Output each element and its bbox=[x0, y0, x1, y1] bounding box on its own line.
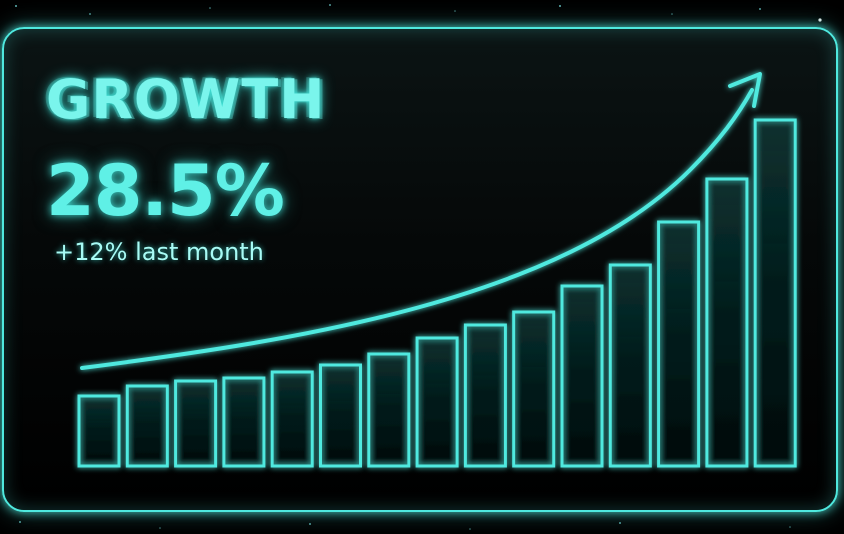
bar-8 bbox=[415, 336, 459, 468]
bar-10 bbox=[512, 310, 556, 468]
trend-line bbox=[80, 88, 754, 370]
bar-3 bbox=[174, 379, 218, 468]
trend-arrowhead-icon bbox=[728, 72, 762, 108]
bar-2 bbox=[125, 384, 169, 468]
growth-value: 28.5% bbox=[46, 150, 285, 232]
bar-4 bbox=[222, 376, 266, 468]
growth-change-label: +12% last month bbox=[54, 238, 264, 266]
bar-12 bbox=[608, 263, 652, 468]
bar-1 bbox=[77, 394, 121, 468]
bar-14 bbox=[705, 177, 749, 468]
card-title: GROWTH bbox=[46, 68, 326, 131]
bar-5 bbox=[270, 370, 314, 468]
bar-7 bbox=[367, 352, 411, 468]
bar-11 bbox=[560, 284, 604, 468]
bar-9 bbox=[463, 323, 507, 468]
bar-13 bbox=[657, 220, 701, 468]
bar-15 bbox=[753, 118, 797, 468]
bar-6 bbox=[319, 363, 362, 468]
